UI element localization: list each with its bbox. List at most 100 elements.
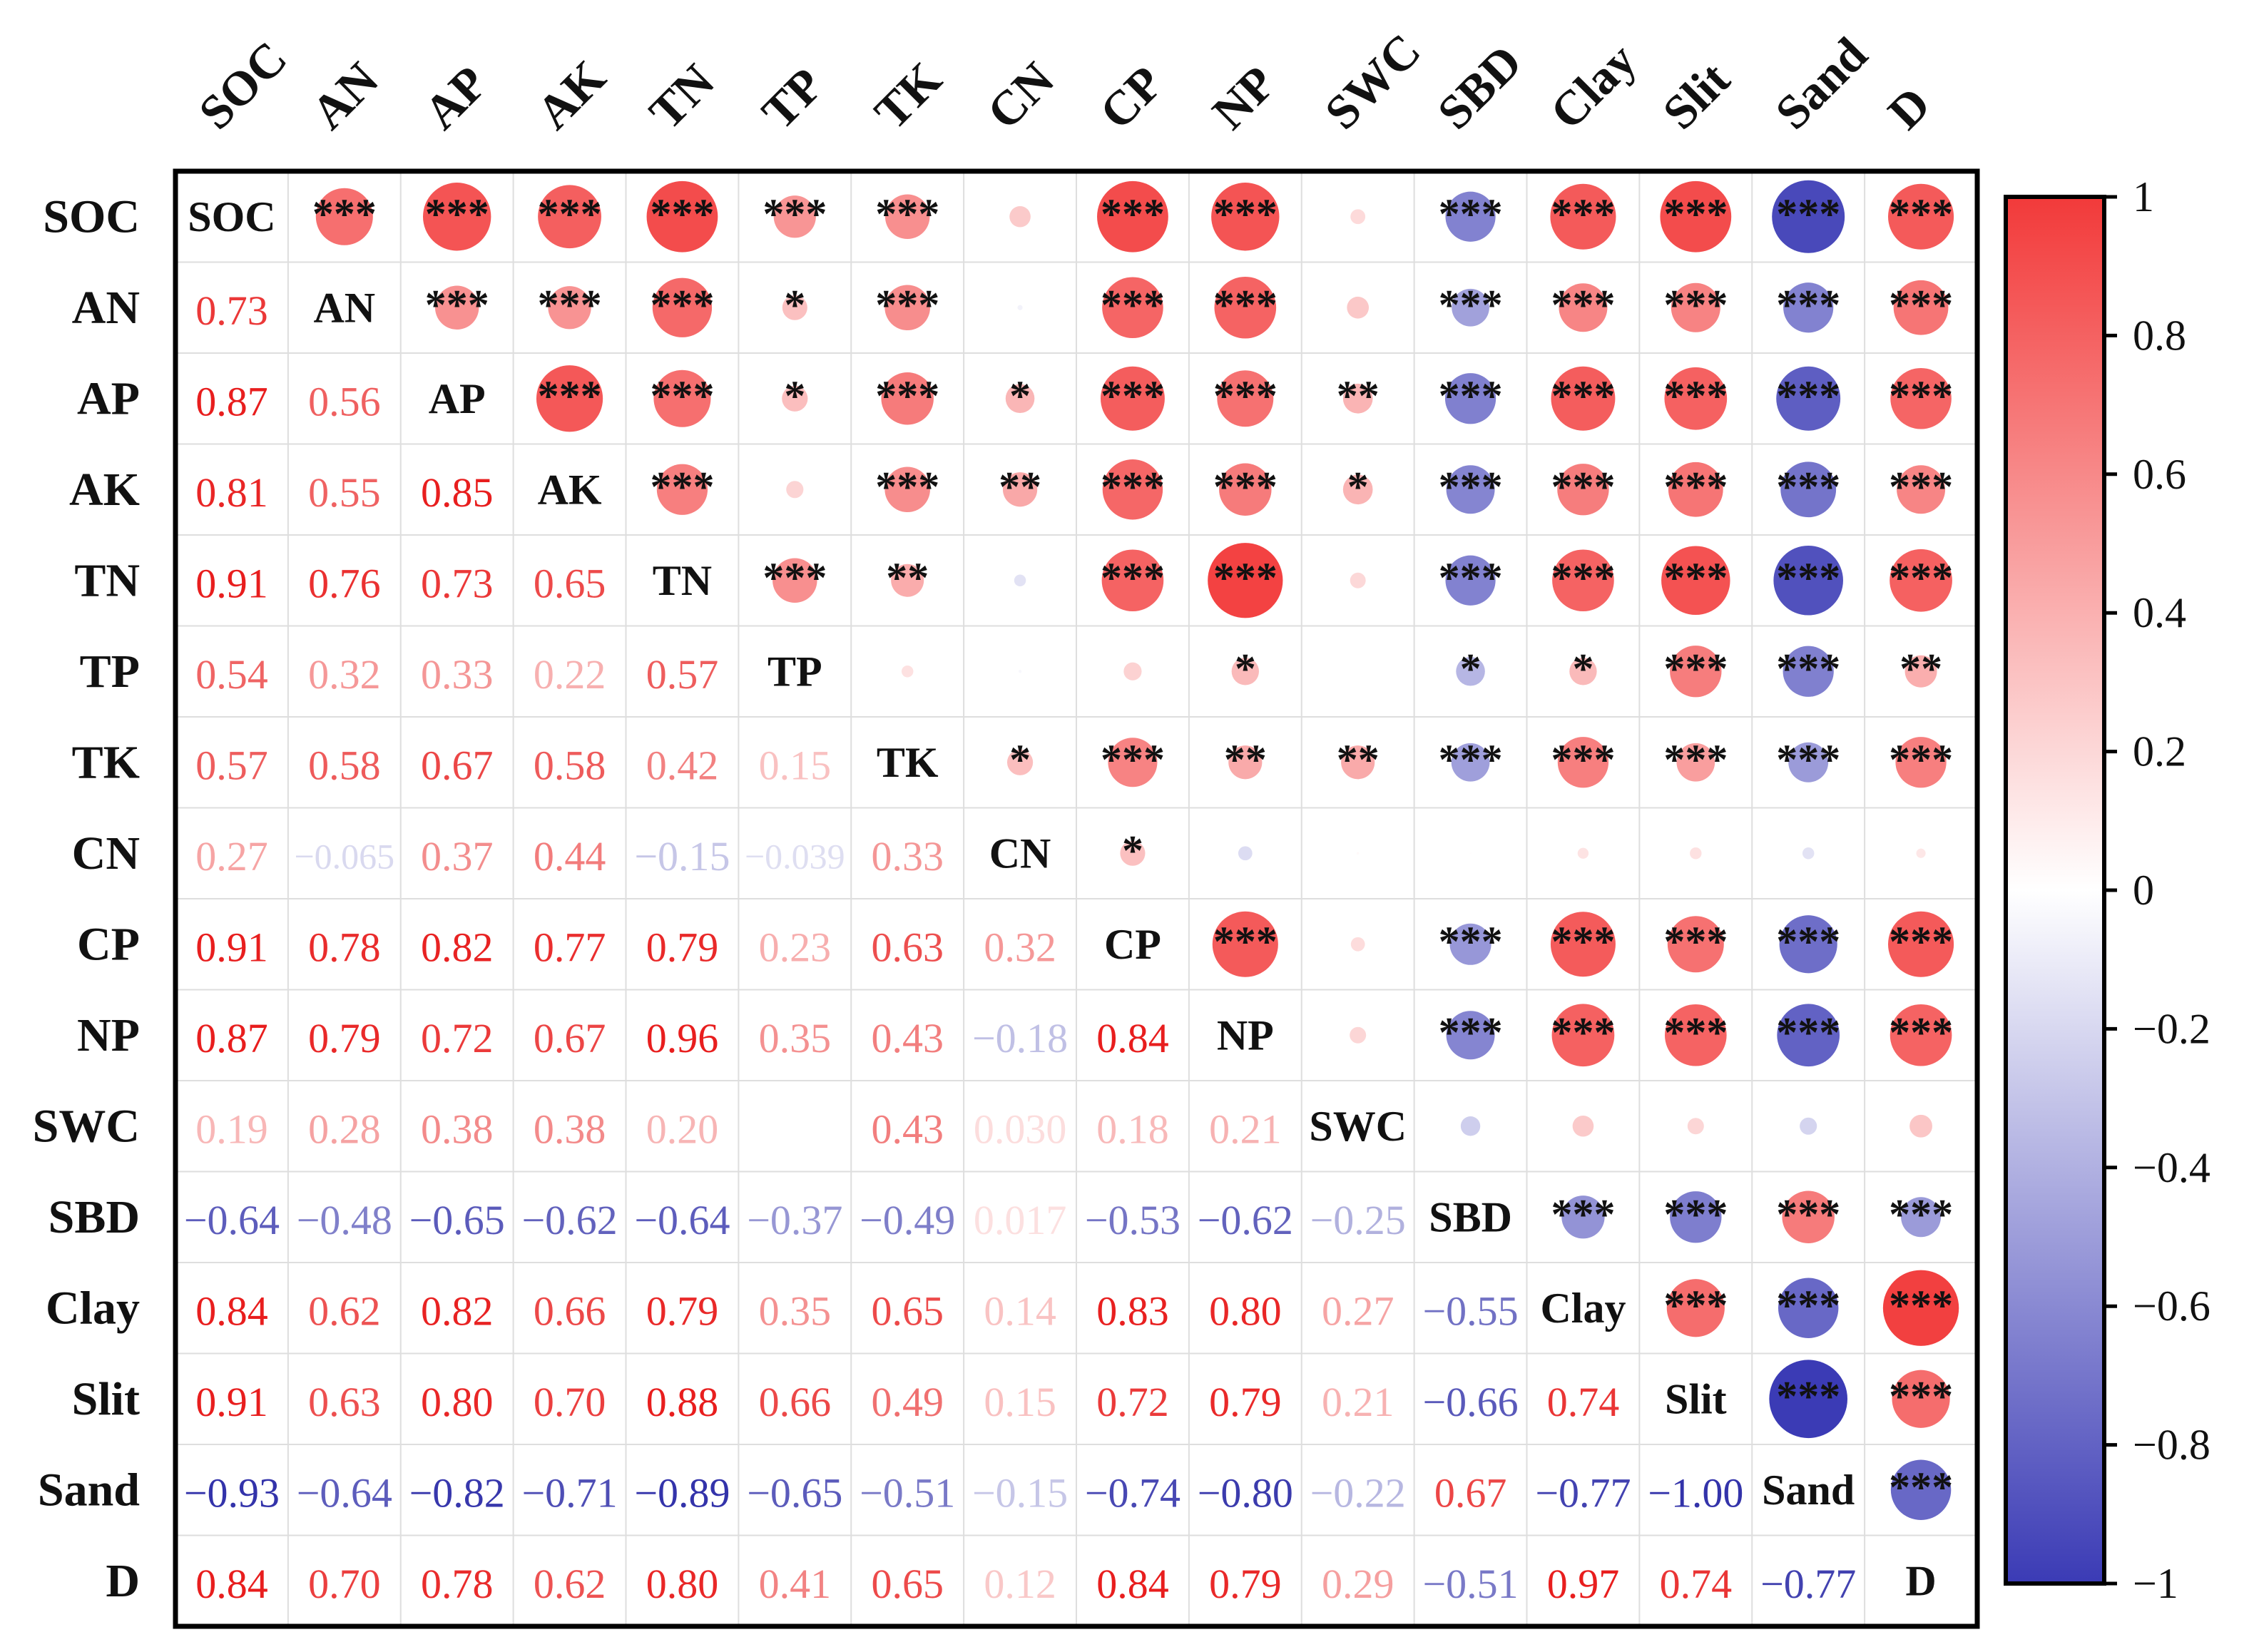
- corr-circle: [1449, 923, 1491, 965]
- column-label: AN: [301, 51, 389, 139]
- corr-value-label: 0.18: [1096, 1106, 1169, 1152]
- corr-circle: [1888, 911, 1954, 977]
- corr-value-label: −0.55: [1422, 1288, 1518, 1334]
- significance-star: ***: [1101, 372, 1165, 419]
- corr-circle: [1783, 646, 1834, 697]
- corr-circle: [1238, 846, 1253, 861]
- corr-circle: [1228, 745, 1263, 780]
- corr-circle: [772, 558, 817, 603]
- corr-value-label: −0.37: [747, 1197, 842, 1243]
- corr-circle: [653, 369, 711, 427]
- diagonal-label: Sand: [1762, 1467, 1855, 1514]
- corr-circle: [782, 295, 807, 320]
- significance-star: ***: [1663, 372, 1728, 419]
- corr-value-label: 0.38: [534, 1106, 606, 1152]
- significance-star: ***: [1663, 645, 1728, 692]
- corr-circle: [1577, 847, 1589, 859]
- corr-circle: [1551, 366, 1616, 431]
- corr-value-label: 0.62: [534, 1561, 606, 1607]
- corr-value-label: 0.79: [308, 1015, 381, 1061]
- corr-value-label: −0.25: [1310, 1197, 1406, 1243]
- corr-value-label: 0.54: [195, 651, 268, 698]
- significance-star: ***: [1213, 918, 1278, 965]
- corr-circle: [1777, 1004, 1840, 1067]
- significance-star: ***: [538, 281, 602, 328]
- significance-star: ***: [1889, 1282, 1953, 1329]
- corr-value-label: −0.039: [745, 836, 845, 876]
- significance-star: ***: [1101, 190, 1165, 238]
- colorbar-tick-label: 1: [2133, 173, 2154, 220]
- corr-value-label: 0.80: [421, 1379, 494, 1425]
- corr-value-label: 0.37: [421, 833, 494, 879]
- significance-star: ***: [650, 463, 714, 510]
- column-label: AP: [414, 56, 498, 140]
- corr-circle: [1670, 646, 1722, 698]
- significance-star: ***: [1889, 1372, 1953, 1419]
- diagonal-label: Clay: [1540, 1285, 1626, 1332]
- corr-circle: [1120, 840, 1146, 866]
- corr-value-label: 0.57: [195, 742, 268, 788]
- corr-value-label: 0.67: [534, 1015, 606, 1061]
- corr-value-label: 0.74: [1547, 1379, 1620, 1425]
- significance-star: ***: [1663, 736, 1728, 783]
- corr-value-label: 0.97: [1547, 1561, 1620, 1607]
- corr-circle: [1897, 465, 1946, 514]
- column-label: Slit: [1652, 51, 1740, 139]
- corr-value-label: 0.87: [195, 1015, 268, 1061]
- colorbar-gradient: [2004, 195, 2106, 1586]
- row-label: SOC: [43, 190, 140, 243]
- corr-value-label: −0.53: [1085, 1197, 1180, 1243]
- corr-value-label: −0.49: [860, 1197, 955, 1243]
- corr-value-label: 0.87: [195, 378, 268, 424]
- corr-value-label: −0.62: [1198, 1197, 1293, 1243]
- corr-circle: [1211, 183, 1280, 251]
- corr-value-label: 0.77: [534, 924, 606, 970]
- column-label: Sand: [1765, 26, 1877, 139]
- diagonal-label: TK: [877, 739, 939, 786]
- row-label: Sand: [38, 1464, 140, 1516]
- corr-value-label: 0.84: [195, 1561, 268, 1607]
- significance-star: ***: [1439, 554, 1503, 601]
- corr-circle: [1100, 366, 1165, 431]
- corr-circle: [1469, 852, 1472, 855]
- corr-circle: [1569, 658, 1597, 685]
- diagonal-label: AP: [429, 375, 486, 422]
- corr-circle: [1018, 670, 1022, 673]
- diagonal-label: SBD: [1429, 1193, 1512, 1240]
- significance-star: ***: [1663, 554, 1728, 601]
- corr-value-label: −0.51: [1422, 1561, 1518, 1607]
- corr-value-label: 0.38: [421, 1106, 494, 1152]
- significance-star: **: [1899, 645, 1942, 692]
- corr-circle: [1214, 276, 1277, 339]
- corr-value-label: −0.74: [1085, 1469, 1180, 1516]
- significance-star: **: [1337, 372, 1380, 419]
- significance-star: ***: [1551, 1009, 1615, 1056]
- significance-star: ***: [1776, 1009, 1840, 1056]
- corr-circle: [422, 183, 491, 251]
- corr-value-label: −0.77: [1535, 1469, 1631, 1516]
- significance-star: ***: [1439, 918, 1503, 965]
- corr-circle: [1005, 384, 1035, 414]
- significance-star: ***: [650, 281, 714, 328]
- significance-star: ***: [1776, 1372, 1840, 1419]
- corr-value-label: 0.78: [421, 1561, 494, 1607]
- axis-label-layer: SOCANAPAKTNTPTKCNCPNPSWCSBDClaySlitSandD…: [33, 23, 1941, 1606]
- corr-value-label: −0.64: [634, 1197, 730, 1243]
- corr-value-label: 0.21: [1209, 1106, 1282, 1152]
- corr-circle: [1217, 370, 1274, 427]
- significance-star: ***: [1213, 281, 1278, 328]
- corr-circle: [1783, 282, 1834, 333]
- corr-circle: [1893, 280, 1949, 335]
- corr-value-label: 0.65: [534, 560, 606, 606]
- significance-star: ***: [1776, 918, 1840, 965]
- significance-star: *: [1122, 827, 1143, 874]
- corr-circle: [1097, 180, 1168, 253]
- corr-circle: [1350, 572, 1366, 588]
- corr-circle: [652, 277, 713, 337]
- corr-value-label: 0.42: [646, 742, 719, 788]
- row-label: NP: [77, 1009, 140, 1061]
- corr-value-label: 0.49: [871, 1379, 944, 1425]
- column-label: CP: [1089, 56, 1173, 140]
- corr-value-label: 0.27: [195, 833, 268, 879]
- significance-star: ***: [1551, 1190, 1615, 1238]
